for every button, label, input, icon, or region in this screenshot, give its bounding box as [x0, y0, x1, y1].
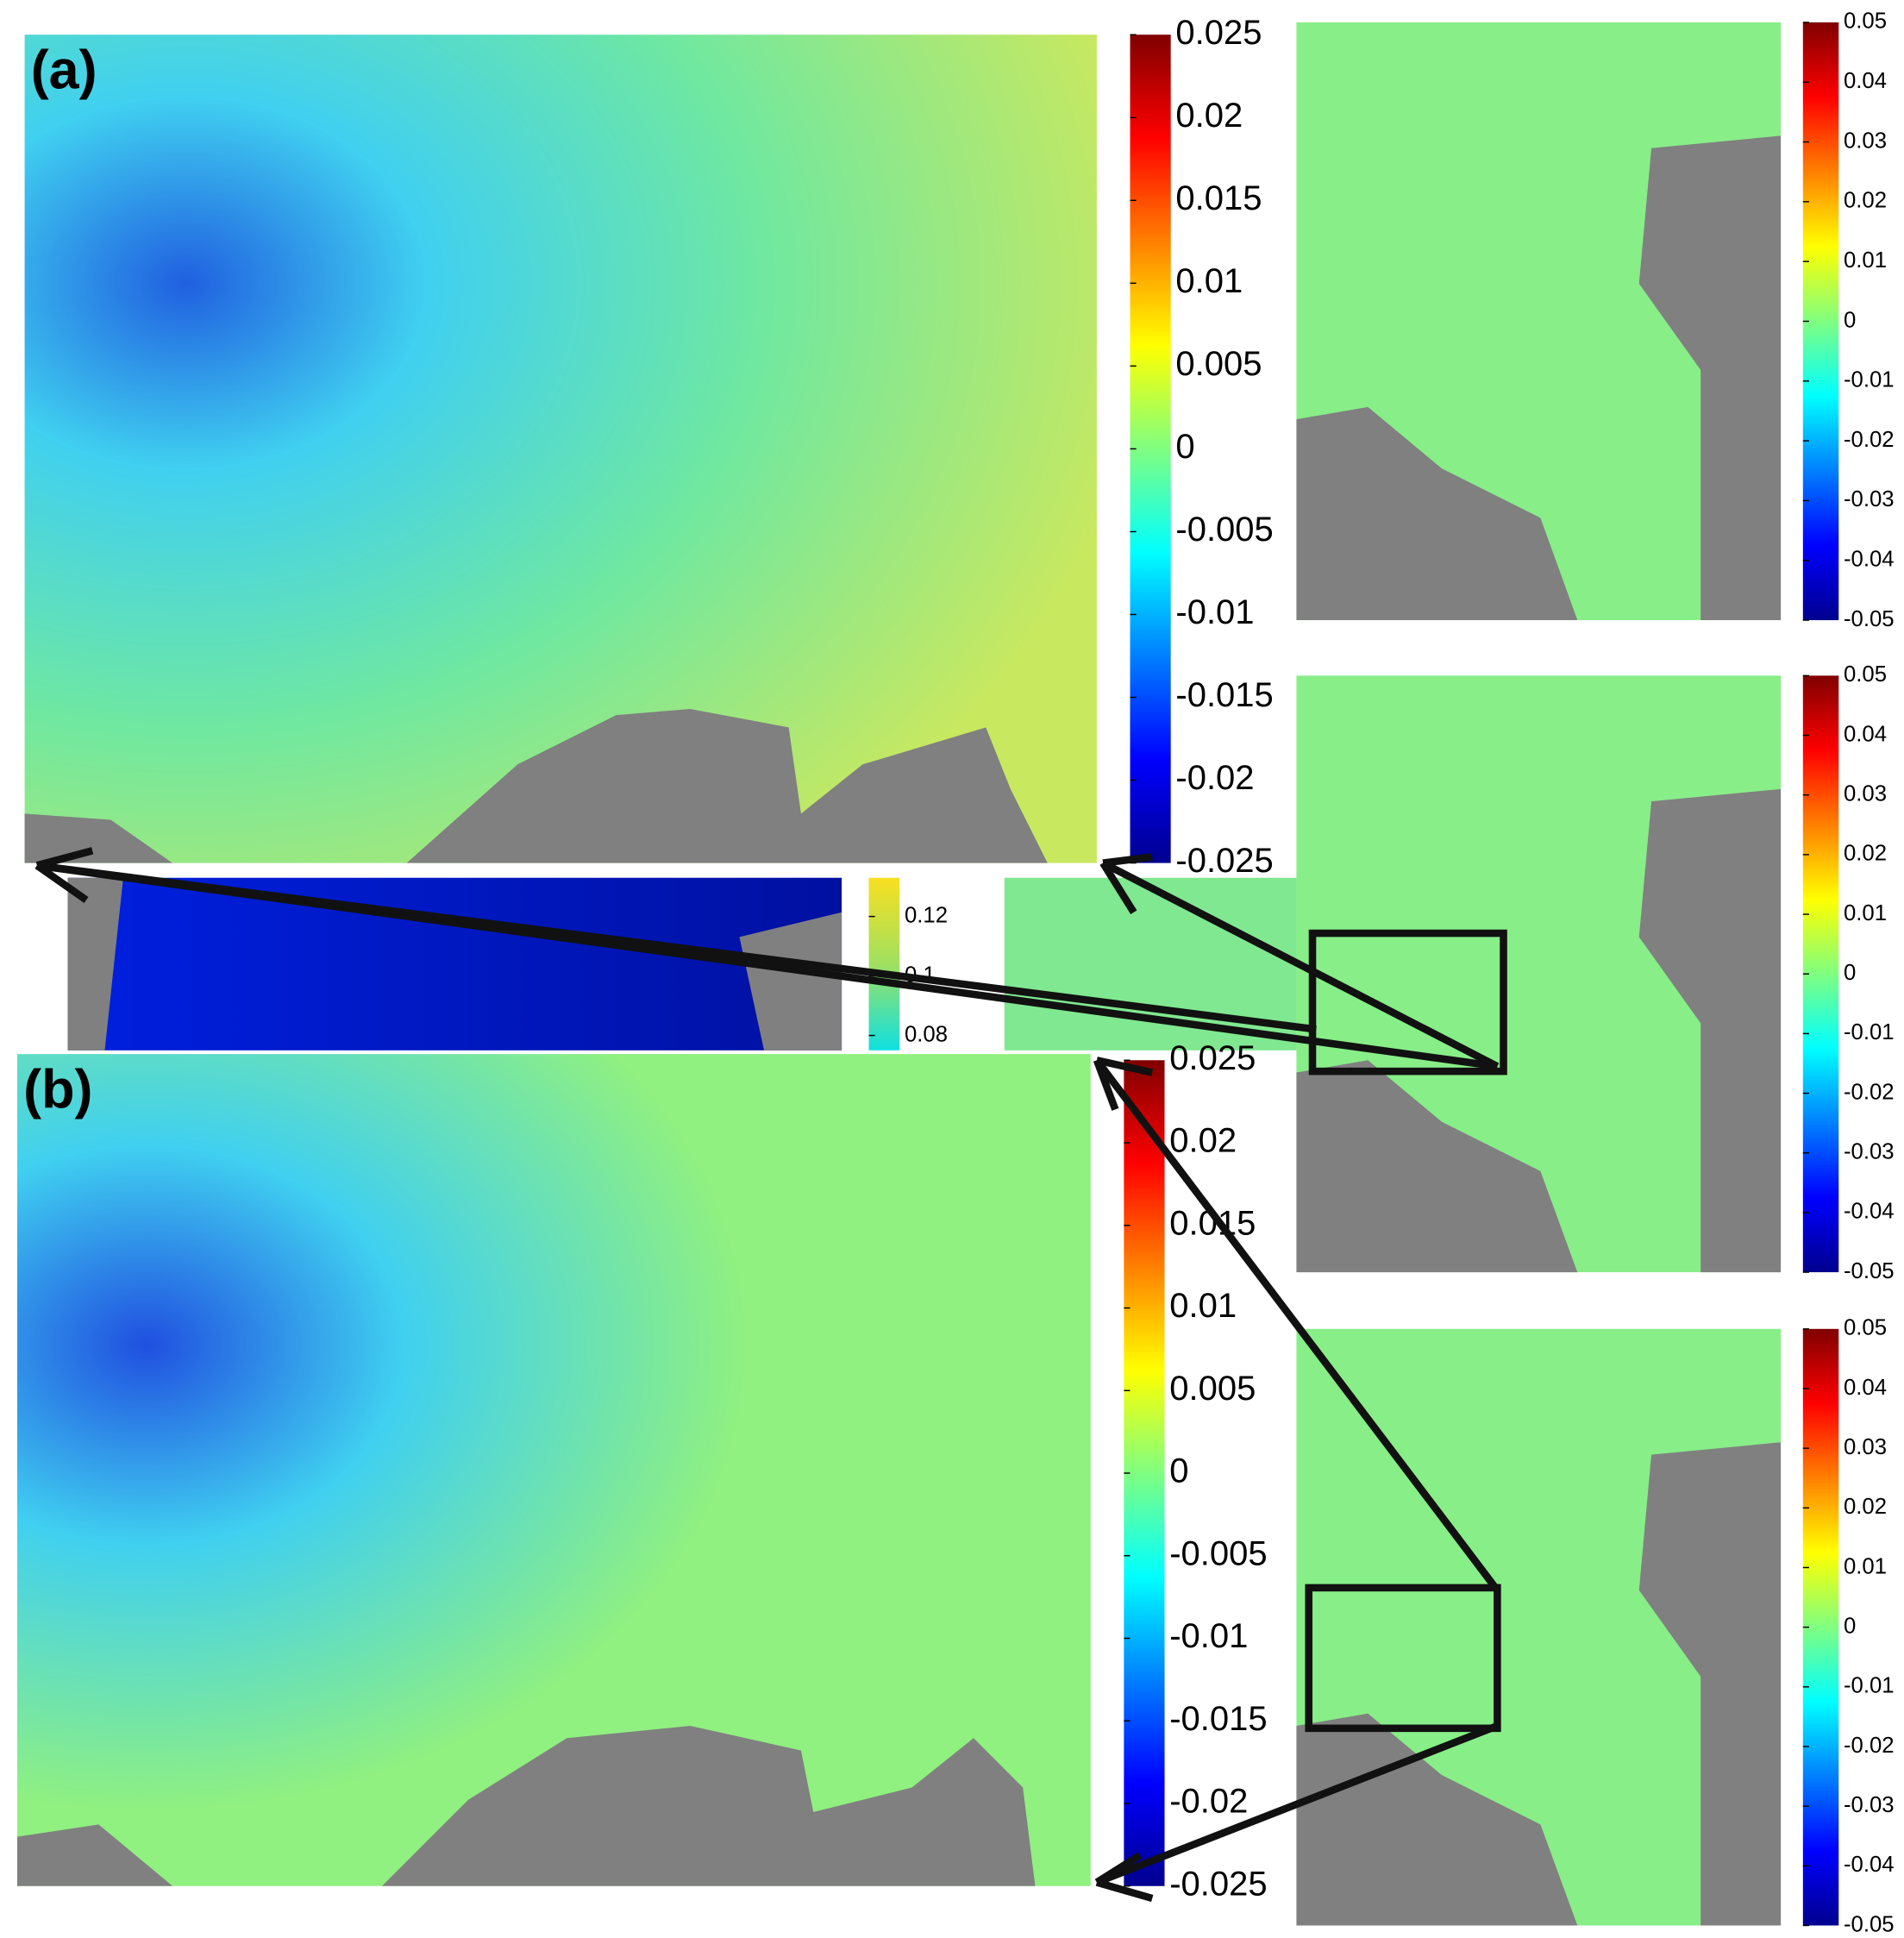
- colorbar-tick-label: -0.04: [1844, 1200, 1895, 1224]
- colorbar-tick-label: -0.02: [1844, 1734, 1895, 1758]
- colorbar-tick-label: -0.02: [1844, 1080, 1895, 1104]
- colorbar-tick-label: -0.025: [1175, 842, 1273, 880]
- colorbar-tick-label: 0.01: [1844, 248, 1887, 273]
- colorbar-tick-label: -0.025: [1169, 1865, 1267, 1903]
- colorbar-tick-label: -0.005: [1169, 1534, 1267, 1572]
- land-mask: [24, 708, 1048, 863]
- colorbar: [868, 877, 900, 1051]
- colorbar-tick-label: 0.04: [1844, 69, 1887, 93]
- colorbar-tick-label: -0.005: [1175, 511, 1273, 549]
- colorbar-tick-label: 0.01: [1844, 901, 1887, 925]
- colorbar-tick-label: -0.03: [1844, 1793, 1895, 1817]
- colorbar-tick-label: -0.05: [1844, 607, 1895, 631]
- heatmap-field: [24, 34, 1097, 863]
- colorbar-tick-label: -0.01: [1844, 368, 1895, 392]
- panel-label: (b): [23, 1059, 92, 1120]
- colorbar-tick-label: -0.04: [1844, 548, 1895, 572]
- land-mask: [1296, 788, 1782, 1273]
- land-mask: [67, 877, 842, 1051]
- colorbar-tick-label: -0.01: [1169, 1617, 1248, 1655]
- colorbar-tick-label: 0: [1169, 1452, 1188, 1490]
- colorbar-tick-label: -0.02: [1169, 1783, 1248, 1821]
- colorbar-tick-label: -0.015: [1175, 676, 1273, 714]
- colorbar-tick-label: 0.05: [1844, 1316, 1887, 1340]
- arrow: [1093, 1057, 1500, 1593]
- colorbar-tick-label: 0: [1844, 961, 1856, 985]
- colorbar-tick-label: 0.03: [1844, 129, 1887, 153]
- colorbar-tick-label: 0.005: [1175, 345, 1262, 383]
- colorbar-tick-label: 0.025: [1175, 14, 1262, 52]
- colorbar: [1124, 1060, 1165, 1886]
- land-mask: [17, 1725, 1036, 1886]
- colorbar-tick-label: 0.08: [905, 1022, 948, 1046]
- colorbar-tick-label: 0.02: [1175, 97, 1243, 135]
- colorbar-tick-label: 0.02: [1844, 1495, 1887, 1519]
- land-mask: [1296, 135, 1782, 621]
- colorbar-tick-label: 0.03: [1844, 782, 1887, 806]
- colorbar-tick-label: -0.01: [1175, 593, 1254, 631]
- arrow: [36, 862, 1317, 1033]
- colorbar-tick-label: 0.12: [905, 903, 948, 927]
- colorbar-tick-label: 0: [1175, 428, 1194, 466]
- colorbar-tick-label: 0.005: [1169, 1370, 1256, 1408]
- colorbar-tick-label: -0.04: [1844, 1853, 1895, 1877]
- arrow-head: [1094, 1852, 1154, 1903]
- heatmap-field: [67, 877, 842, 1051]
- colorbar-tick-label: 0.015: [1175, 179, 1262, 217]
- colorbar-tick-label: 0.03: [1844, 1435, 1887, 1459]
- land-mask: [1296, 1442, 1782, 1926]
- colorbar-tick-label: 0: [1844, 1614, 1856, 1638]
- colorbar-tick-label: 0.02: [1844, 842, 1887, 866]
- colorbar-tick-label: 0.04: [1844, 722, 1887, 746]
- zoom-box: [1305, 1584, 1501, 1733]
- panels: (a) 0.025 0.02 0.015 0.01 0.005 0 -0.005 -0.01 -0…: [17, 9, 1895, 1936]
- colorbar-tick-label: 0.025: [1169, 1039, 1256, 1077]
- colorbar-tick-label: -0.015: [1169, 1700, 1267, 1738]
- colorbar-tick-label: -0.02: [1175, 759, 1254, 797]
- colorbar-tick-label: -0.01: [1844, 1674, 1895, 1698]
- colorbar-tick-label: -0.03: [1844, 487, 1895, 511]
- colorbar-tick-label: 0.02: [1169, 1122, 1237, 1160]
- arrow-head: [34, 847, 94, 903]
- arrow: [1101, 859, 1500, 1070]
- arrow-head: [1093, 1057, 1154, 1111]
- colorbar-tick-label: -0.05: [1844, 1259, 1895, 1283]
- colorbar-tick-label: 0.01: [1169, 1287, 1237, 1325]
- colorbar-tick-label: 0.02: [1844, 189, 1887, 213]
- colorbar: [1130, 34, 1171, 863]
- colorbar-tick-label: -0.02: [1844, 428, 1895, 452]
- colorbar-tick-label: 0.01: [1175, 262, 1243, 300]
- arrows: [34, 847, 1507, 1903]
- colorbar-tick-label: 0.04: [1844, 1376, 1887, 1400]
- zoom-box: [1308, 929, 1507, 1076]
- colorbar-tick-label: -0.03: [1844, 1140, 1895, 1164]
- colorbar-tick-label: 0.01: [1844, 1554, 1887, 1578]
- panel-label: (a): [31, 41, 97, 101]
- colorbar-tick-label: 0.05: [1844, 662, 1887, 687]
- arrow-head: [1099, 853, 1153, 915]
- colorbar-tick-label: -0.05: [1844, 1912, 1895, 1936]
- colorbar-tick-label: 0.05: [1844, 9, 1887, 34]
- colorbar-tick-label: 0: [1844, 308, 1856, 332]
- arrow: [1095, 1722, 1499, 1886]
- colorbar-tick-label: -0.01: [1844, 1020, 1895, 1044]
